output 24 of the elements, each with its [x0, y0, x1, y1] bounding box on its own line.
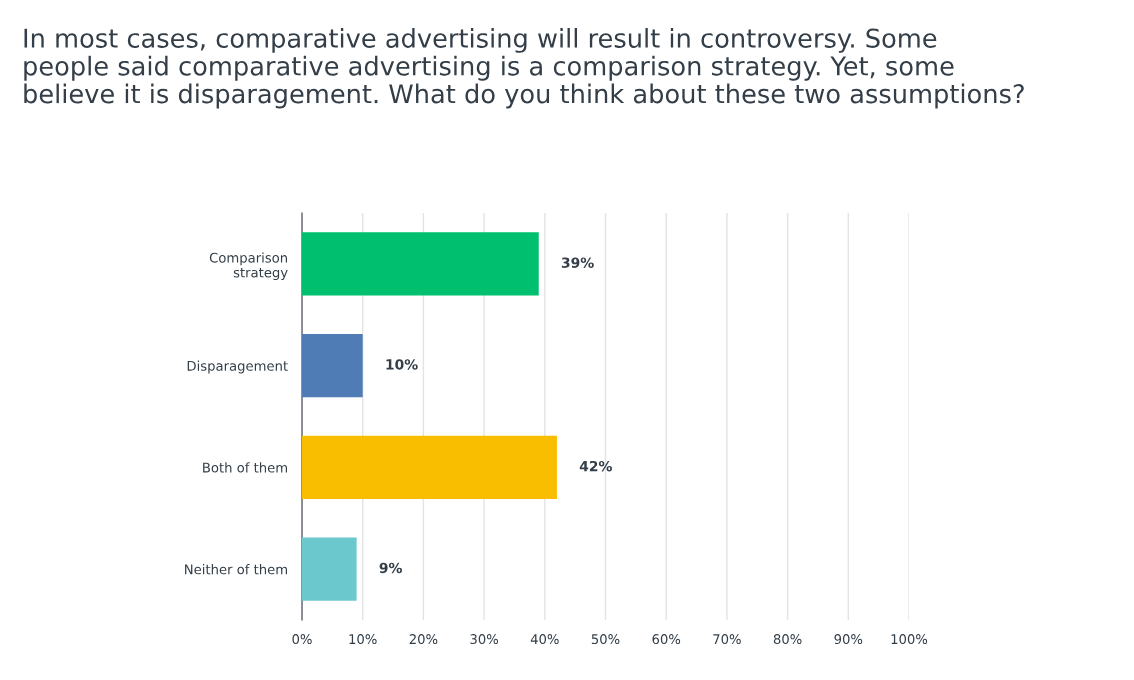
bar [302, 435, 557, 499]
data-label: 10% [386, 359, 418, 370]
x-tick-label: 100% [891, 634, 928, 645]
x-tick-label: 20% [409, 634, 438, 645]
bar [302, 537, 357, 601]
x-tick-label: 40% [530, 634, 559, 645]
data-label: 39% [561, 257, 594, 268]
x-tick-label: 10% [349, 634, 377, 645]
data-label: 42% [579, 460, 612, 472]
bar [302, 334, 363, 398]
y-tick-label: Disparagement [187, 360, 288, 374]
chart-title: In most cases, comparative advertising will result in controversy. Some people said comparative advertising is a comparison strategy. Yet, some believe it is disparagement. What do you think about these two assumptions? [24, 28, 1024, 109]
y-tick-label: Both of them [203, 462, 287, 473]
y-tick-label: Neither of them [185, 564, 287, 575]
x-tick-label: 50% [591, 634, 620, 645]
x-tick-label: 90% [834, 634, 863, 645]
x-tick-label: 30% [470, 634, 499, 645]
x-tick-label: 60% [652, 634, 681, 645]
x-tick-label: 70% [713, 634, 741, 645]
x-tick-label: 0% [292, 634, 312, 645]
data-label: 9% [379, 562, 402, 574]
bar [302, 232, 539, 296]
x-tick-label: 80% [773, 634, 802, 645]
y-tick-label: Comparison strategy [209, 252, 288, 281]
